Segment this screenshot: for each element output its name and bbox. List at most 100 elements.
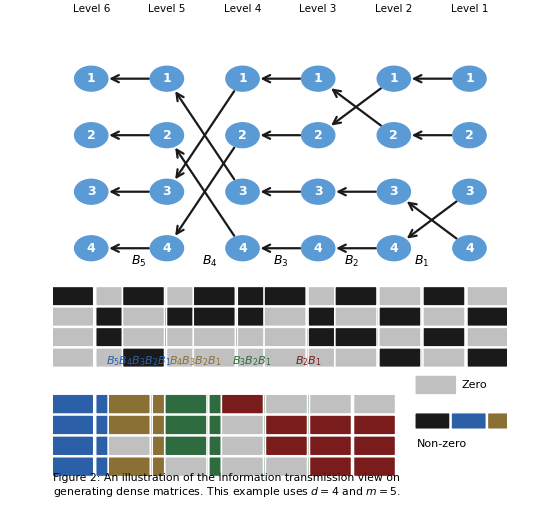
FancyBboxPatch shape <box>309 457 351 477</box>
FancyBboxPatch shape <box>122 287 164 306</box>
FancyBboxPatch shape <box>240 457 282 477</box>
FancyBboxPatch shape <box>297 394 339 414</box>
FancyBboxPatch shape <box>210 287 253 306</box>
FancyBboxPatch shape <box>308 327 350 347</box>
FancyBboxPatch shape <box>184 415 226 435</box>
Text: 1: 1 <box>238 72 247 85</box>
Circle shape <box>377 123 411 148</box>
Text: Zero: Zero <box>462 380 488 390</box>
FancyBboxPatch shape <box>281 307 324 327</box>
FancyBboxPatch shape <box>52 327 94 347</box>
Text: Level 4: Level 4 <box>224 4 261 14</box>
FancyBboxPatch shape <box>524 412 534 430</box>
FancyBboxPatch shape <box>352 327 394 347</box>
Text: Level 2: Level 2 <box>375 4 412 14</box>
FancyBboxPatch shape <box>335 348 377 368</box>
Text: 3: 3 <box>87 185 96 198</box>
FancyBboxPatch shape <box>209 457 251 477</box>
FancyBboxPatch shape <box>184 348 226 368</box>
FancyBboxPatch shape <box>281 327 324 347</box>
Circle shape <box>75 123 108 148</box>
FancyBboxPatch shape <box>396 307 438 327</box>
Circle shape <box>226 179 259 204</box>
FancyBboxPatch shape <box>108 415 151 435</box>
FancyBboxPatch shape <box>122 307 164 327</box>
Circle shape <box>302 66 335 91</box>
FancyBboxPatch shape <box>237 327 279 347</box>
FancyBboxPatch shape <box>379 327 421 347</box>
Text: Non-zero: Non-zero <box>417 439 467 449</box>
Text: 3: 3 <box>465 185 474 198</box>
FancyBboxPatch shape <box>396 348 438 368</box>
FancyBboxPatch shape <box>96 327 138 347</box>
FancyBboxPatch shape <box>52 394 94 414</box>
Circle shape <box>302 179 335 204</box>
FancyBboxPatch shape <box>140 436 182 456</box>
Circle shape <box>302 123 335 148</box>
Text: Level 5: Level 5 <box>148 4 185 14</box>
FancyBboxPatch shape <box>96 348 138 368</box>
Circle shape <box>377 179 411 204</box>
Text: $B_3$: $B_3$ <box>273 254 288 269</box>
FancyBboxPatch shape <box>423 327 465 347</box>
Circle shape <box>302 236 335 261</box>
FancyBboxPatch shape <box>354 394 396 414</box>
Text: $B_2B_1$: $B_2B_1$ <box>295 355 322 368</box>
FancyBboxPatch shape <box>52 348 94 368</box>
FancyBboxPatch shape <box>52 457 94 477</box>
FancyBboxPatch shape <box>423 307 465 327</box>
FancyBboxPatch shape <box>152 415 194 435</box>
FancyBboxPatch shape <box>140 415 182 435</box>
FancyBboxPatch shape <box>264 348 306 368</box>
FancyBboxPatch shape <box>255 348 297 368</box>
FancyBboxPatch shape <box>265 394 308 414</box>
FancyBboxPatch shape <box>335 327 377 347</box>
FancyBboxPatch shape <box>467 307 509 327</box>
Circle shape <box>150 179 184 204</box>
FancyBboxPatch shape <box>237 307 279 327</box>
FancyBboxPatch shape <box>140 457 182 477</box>
FancyBboxPatch shape <box>209 415 251 435</box>
FancyBboxPatch shape <box>237 348 279 368</box>
FancyBboxPatch shape <box>96 394 138 414</box>
FancyBboxPatch shape <box>108 394 151 414</box>
Circle shape <box>377 236 411 261</box>
FancyBboxPatch shape <box>265 415 308 435</box>
FancyBboxPatch shape <box>488 412 523 430</box>
FancyBboxPatch shape <box>265 436 308 456</box>
FancyBboxPatch shape <box>96 307 138 327</box>
FancyBboxPatch shape <box>52 415 94 435</box>
FancyBboxPatch shape <box>240 436 282 456</box>
FancyBboxPatch shape <box>379 348 421 368</box>
FancyBboxPatch shape <box>467 327 509 347</box>
Text: 2: 2 <box>465 129 474 142</box>
Text: Level 3: Level 3 <box>300 4 337 14</box>
Text: 1: 1 <box>465 72 474 85</box>
FancyBboxPatch shape <box>193 327 235 347</box>
FancyBboxPatch shape <box>265 457 308 477</box>
FancyBboxPatch shape <box>352 348 394 368</box>
FancyBboxPatch shape <box>167 348 209 368</box>
FancyBboxPatch shape <box>140 287 182 306</box>
FancyBboxPatch shape <box>140 348 182 368</box>
FancyBboxPatch shape <box>335 307 377 327</box>
FancyBboxPatch shape <box>325 287 367 306</box>
FancyBboxPatch shape <box>240 394 282 414</box>
FancyBboxPatch shape <box>196 457 239 477</box>
FancyBboxPatch shape <box>467 348 509 368</box>
Circle shape <box>226 236 259 261</box>
Text: 3: 3 <box>238 185 247 198</box>
FancyBboxPatch shape <box>184 394 226 414</box>
Text: $B_5B_4B_3B_2B_1$: $B_5B_4B_3B_2B_1$ <box>106 355 171 368</box>
Text: 2: 2 <box>389 129 398 142</box>
FancyBboxPatch shape <box>196 436 239 456</box>
FancyBboxPatch shape <box>140 394 182 414</box>
FancyBboxPatch shape <box>184 307 226 327</box>
FancyBboxPatch shape <box>297 457 339 477</box>
FancyBboxPatch shape <box>52 287 94 306</box>
FancyBboxPatch shape <box>253 415 295 435</box>
FancyBboxPatch shape <box>281 287 324 306</box>
FancyBboxPatch shape <box>255 327 297 347</box>
FancyBboxPatch shape <box>255 287 297 306</box>
Text: 2: 2 <box>87 129 96 142</box>
